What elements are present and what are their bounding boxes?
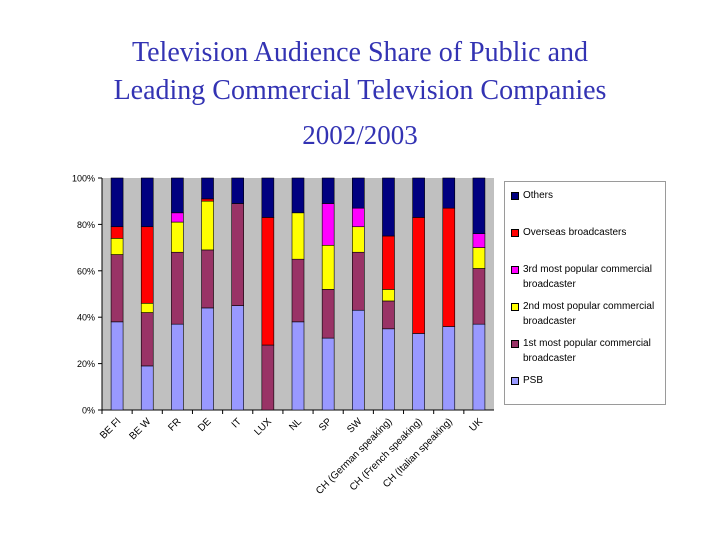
bar-segment: [231, 305, 244, 411]
bar-segment: [231, 177, 244, 204]
bar-segment: [201, 198, 214, 202]
bar-segment: [472, 323, 486, 411]
legend-swatch: [511, 266, 519, 274]
bar-segment: [171, 221, 184, 253]
bar-segment: [321, 203, 335, 246]
bar-segment: [140, 177, 154, 228]
bar-segment: [291, 177, 305, 214]
y-tick-label: 20%: [77, 359, 95, 369]
bar-segment: [110, 226, 124, 239]
bar-segment: [352, 226, 365, 253]
bar-segment: [110, 321, 124, 411]
bar-segment: [382, 235, 395, 290]
bar-segment: [472, 233, 486, 248]
bar-segment: [201, 307, 214, 411]
bar-segment: [171, 212, 184, 223]
bar-segment: [352, 309, 365, 411]
title-line-1: Television Audience Share of Public and: [131, 37, 589, 68]
bar-segment: [472, 268, 486, 325]
bar-segment: [171, 323, 184, 411]
bar-segment: [201, 249, 214, 309]
legend-swatch: [511, 192, 519, 200]
bar-segment: [352, 207, 365, 228]
bar-segment: [321, 337, 335, 411]
bar-segment: [110, 238, 124, 255]
bar-segment: [442, 207, 456, 327]
x-tick-label: BE Fl: [98, 416, 123, 441]
legend-swatch: [511, 303, 519, 311]
bar-segment: [412, 333, 425, 411]
legend-label: PSB: [523, 375, 544, 386]
y-tick-label: 60%: [77, 266, 95, 276]
bar-segment: [352, 177, 365, 209]
bar-segment: [412, 177, 425, 218]
bar-segment: [171, 177, 184, 214]
x-tick-label: IT: [230, 416, 244, 430]
legend-item: 3rd most popular commercial broadcaster: [505, 262, 665, 292]
bar-segment: [442, 326, 456, 411]
bar-segment: [352, 251, 365, 311]
legend-label: 2nd most popular commercial broadcaster: [523, 301, 655, 327]
legend-label: Overseas broadcasters: [523, 227, 627, 238]
y-tick-label: 0%: [82, 406, 95, 416]
legend-item: PSB: [505, 373, 665, 388]
legend-label: Others: [523, 190, 554, 201]
bar-segment: [231, 203, 244, 306]
y-tick-label: 40%: [77, 313, 95, 323]
x-tick-label: FR: [166, 416, 183, 433]
bar-segment: [140, 302, 154, 313]
title-line-2: Leading Commercial Television Companies: [113, 75, 607, 106]
legend-label: 1st most popular commercial broadcaster: [523, 338, 651, 364]
x-tick-label: LUX: [252, 416, 274, 438]
y-tick-label: 80%: [77, 220, 95, 230]
bar-segment: [382, 177, 395, 237]
x-tick-label: UK: [467, 416, 485, 434]
bar-segment: [261, 217, 275, 346]
legend-item: 1st most popular commercial broadcaster: [505, 336, 665, 366]
bar-segment: [140, 365, 154, 411]
bar-segment: [442, 177, 456, 209]
bar-segment: [291, 258, 305, 323]
bar-segment: [201, 177, 214, 200]
x-tick-label: BE W: [127, 416, 153, 442]
bar-segment: [291, 212, 305, 260]
bar-segment: [382, 328, 395, 411]
bar-segment: [261, 177, 275, 218]
legend-item: Others: [505, 188, 665, 203]
bar-segment: [472, 177, 486, 234]
slide-title: Television Audience Share of Public and …: [0, 34, 720, 110]
x-tick-label: SP: [317, 416, 334, 433]
bar-segment: [382, 300, 395, 330]
legend-swatch: [511, 229, 519, 237]
bar-segment: [382, 289, 395, 302]
x-tick-label: SW: [345, 416, 365, 436]
chart-legend: Others Overseas broadcasters 3rd most popu…: [504, 181, 666, 405]
bar-segment: [291, 321, 305, 411]
bar-segment: [261, 344, 275, 411]
bar-segment: [321, 244, 335, 290]
x-tick-label: DE: [196, 416, 214, 434]
legend-item: 2nd most popular commercial broadcaster: [505, 299, 665, 329]
legend-swatch: [511, 340, 519, 348]
slide-subtitle: 2002/2003: [302, 120, 418, 150]
legend-label: 3rd most popular commercial broadcaster: [523, 264, 652, 290]
y-tick-label: 100%: [72, 174, 95, 184]
bar-segment: [201, 200, 214, 251]
bar-segment: [110, 254, 124, 323]
legend-swatch: [511, 377, 519, 385]
bar-segment: [321, 289, 335, 339]
bar-segment: [321, 177, 335, 204]
bar-segment: [140, 226, 154, 304]
legend-item: Overseas broadcasters: [505, 225, 665, 240]
x-tick-label: NL: [287, 416, 304, 433]
bar-segment: [171, 251, 184, 325]
bar-segment: [110, 177, 124, 228]
bar-segment: [472, 247, 486, 269]
bar-segment: [412, 217, 425, 334]
bar-segment: [140, 312, 154, 367]
